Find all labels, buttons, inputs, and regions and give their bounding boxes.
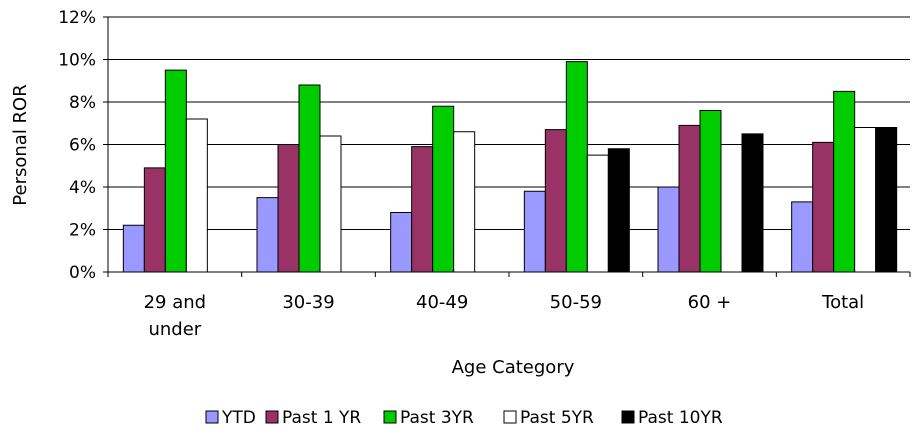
bar [833, 90, 856, 273]
bars [122, 61, 898, 273]
bar [699, 110, 722, 273]
bar [565, 61, 588, 273]
bar [875, 127, 898, 273]
x-axis-title: Age Category [452, 357, 575, 378]
legend-swatch [503, 410, 517, 424]
legend-label: Past 3YR [400, 408, 474, 428]
legend-swatch [383, 410, 397, 424]
bar [277, 144, 300, 273]
axes [103, 16, 911, 277]
y-tick-label: 2% [69, 221, 96, 241]
legend-label: Past 1 YR [282, 408, 361, 428]
bar [678, 124, 701, 273]
bar [143, 167, 166, 273]
category-label: 30-39 [282, 292, 334, 313]
y-tick-label: 4% [69, 178, 96, 198]
y-tick-label: 8% [69, 93, 96, 113]
legend-label: Past 5YR [520, 408, 594, 428]
legend: YTD Past 1 YR Past 3YR Past 5YR Past 10YR [205, 408, 723, 428]
bar [390, 212, 413, 273]
category-label: 50-59 [550, 292, 602, 313]
category-label: 40-49 [416, 292, 468, 313]
category-label: Total [821, 292, 864, 313]
y-tick-label: 6% [69, 136, 96, 156]
category-label: under [148, 319, 201, 340]
bar [256, 197, 279, 273]
bar [185, 118, 208, 273]
y-axis-ticks: 0% 2% 4% 6% 8% 10% 12% [58, 8, 96, 283]
bar [741, 133, 764, 273]
bar [432, 105, 455, 273]
category-label: 60 + [688, 292, 732, 313]
bar [791, 201, 814, 273]
category-label: 29 and [144, 292, 207, 313]
legend-label: YTD [221, 408, 256, 428]
y-tick-label: 10% [58, 51, 96, 71]
legend-label: Past 10YR [638, 408, 723, 428]
legend-swatch [265, 410, 279, 424]
bar [720, 144, 743, 273]
bar [523, 190, 546, 273]
bar [544, 129, 567, 273]
bar [319, 135, 342, 273]
bar [411, 146, 434, 273]
y-tick-label: 0% [69, 263, 96, 283]
gridlines [108, 16, 910, 230]
bar [854, 127, 877, 273]
bar [657, 186, 680, 273]
bar [453, 131, 476, 273]
bar [122, 224, 145, 273]
bar [586, 154, 609, 273]
bar [298, 84, 321, 273]
x-axis-categories: 29 and under 30-39 40-49 50-59 60 + Total [144, 292, 865, 340]
y-axis-title: Personal ROR [10, 84, 31, 205]
bar [812, 141, 835, 273]
bar [164, 69, 187, 273]
legend-swatch [621, 410, 635, 424]
bar [607, 148, 630, 273]
legend-swatch [205, 410, 219, 424]
y-tick-label: 12% [58, 8, 96, 28]
